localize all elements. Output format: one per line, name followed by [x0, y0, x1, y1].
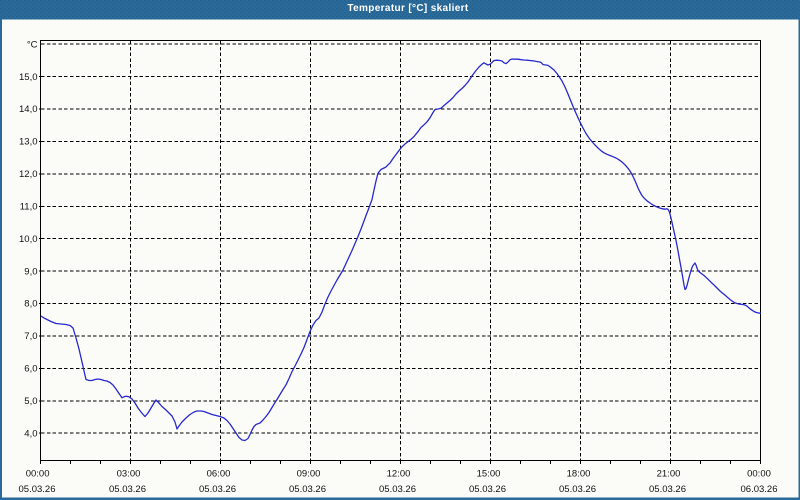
svg-text:05.03.26: 05.03.26	[109, 484, 146, 495]
svg-text:13,0: 13,0	[19, 137, 38, 148]
svg-text:06:00: 06:00	[207, 469, 231, 480]
svg-text:05.03.26: 05.03.26	[289, 484, 326, 495]
svg-text:10,0: 10,0	[19, 234, 38, 245]
svg-text:6,0: 6,0	[24, 364, 37, 375]
svg-text:Temperatur [°C] skaliert: Temperatur [°C] skaliert	[347, 3, 468, 14]
svg-text:05.03.26: 05.03.26	[649, 484, 686, 495]
svg-text:05.03.26: 05.03.26	[469, 484, 506, 495]
svg-text:05.03.26: 05.03.26	[19, 484, 56, 495]
svg-text:8,0: 8,0	[24, 299, 37, 310]
svg-text:°C: °C	[27, 40, 38, 51]
svg-text:12:00: 12:00	[387, 469, 411, 480]
svg-text:05.03.26: 05.03.26	[199, 484, 236, 495]
svg-text:15,0: 15,0	[19, 72, 38, 83]
svg-text:05.03.26: 05.03.26	[559, 484, 596, 495]
svg-text:4,0: 4,0	[24, 428, 37, 439]
svg-text:03:00: 03:00	[117, 469, 141, 480]
svg-text:7,0: 7,0	[24, 331, 37, 342]
svg-text:00:00: 00:00	[26, 469, 50, 480]
svg-text:05.03.26: 05.03.26	[379, 484, 416, 495]
svg-text:9,0: 9,0	[24, 266, 37, 277]
svg-text:09:00: 09:00	[297, 469, 321, 480]
svg-text:12,0: 12,0	[19, 169, 38, 180]
svg-text:5,0: 5,0	[24, 396, 37, 407]
svg-text:14,0: 14,0	[19, 104, 38, 115]
svg-text:18:00: 18:00	[567, 469, 591, 480]
svg-text:15:00: 15:00	[477, 469, 501, 480]
svg-text:11,0: 11,0	[20, 202, 38, 213]
svg-text:00:00: 00:00	[747, 469, 771, 480]
svg-text:21:00: 21:00	[657, 469, 681, 480]
svg-text:06.03.26: 06.03.26	[741, 484, 778, 495]
